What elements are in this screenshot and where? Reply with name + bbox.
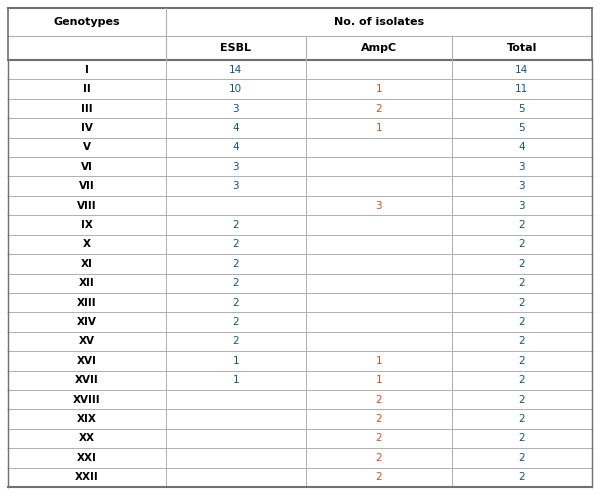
Text: 3: 3 <box>518 162 525 172</box>
Text: 2: 2 <box>518 337 525 346</box>
Text: XVI: XVI <box>77 356 97 366</box>
Text: IX: IX <box>81 220 93 230</box>
Text: Genotypes: Genotypes <box>53 17 120 27</box>
Text: 1: 1 <box>232 375 239 385</box>
Text: 3: 3 <box>518 200 525 210</box>
Text: 2: 2 <box>518 240 525 249</box>
Text: 2: 2 <box>232 317 239 327</box>
Text: 2: 2 <box>232 259 239 269</box>
Text: III: III <box>81 103 92 113</box>
Text: 2: 2 <box>518 434 525 444</box>
Text: XIII: XIII <box>77 297 97 307</box>
Text: 2: 2 <box>376 103 382 113</box>
Text: IV: IV <box>81 123 93 133</box>
Text: XI: XI <box>81 259 93 269</box>
Text: 1: 1 <box>376 84 382 94</box>
Text: 2: 2 <box>518 453 525 463</box>
Text: AmpC: AmpC <box>361 43 397 53</box>
Text: XII: XII <box>79 278 95 288</box>
Text: XVII: XVII <box>75 375 99 385</box>
Text: 2: 2 <box>376 395 382 404</box>
Text: 2: 2 <box>376 453 382 463</box>
Text: 2: 2 <box>518 297 525 307</box>
Text: XIV: XIV <box>77 317 97 327</box>
Text: ESBL: ESBL <box>220 43 251 53</box>
Text: V: V <box>83 143 91 152</box>
Text: I: I <box>85 65 89 75</box>
Text: 1: 1 <box>376 123 382 133</box>
Text: XX: XX <box>79 434 95 444</box>
Text: 2: 2 <box>518 220 525 230</box>
Text: 2: 2 <box>232 220 239 230</box>
Text: 2: 2 <box>232 278 239 288</box>
Text: Total: Total <box>507 43 537 53</box>
Text: 14: 14 <box>229 65 242 75</box>
Text: 14: 14 <box>515 65 529 75</box>
Text: 1: 1 <box>376 375 382 385</box>
Text: 2: 2 <box>376 434 382 444</box>
Text: 3: 3 <box>232 162 239 172</box>
Text: 1: 1 <box>376 356 382 366</box>
Text: 10: 10 <box>229 84 242 94</box>
Text: 2: 2 <box>518 472 525 482</box>
Text: 3: 3 <box>232 103 239 113</box>
Text: 2: 2 <box>232 337 239 346</box>
Text: 4: 4 <box>232 143 239 152</box>
Text: 2: 2 <box>376 472 382 482</box>
Text: 2: 2 <box>518 414 525 424</box>
Text: 2: 2 <box>518 259 525 269</box>
Text: XVIII: XVIII <box>73 395 101 404</box>
Text: 2: 2 <box>518 317 525 327</box>
Text: 2: 2 <box>232 297 239 307</box>
Text: II: II <box>83 84 91 94</box>
Text: 11: 11 <box>515 84 529 94</box>
Text: 4: 4 <box>232 123 239 133</box>
Text: 5: 5 <box>518 103 525 113</box>
Text: 1: 1 <box>232 356 239 366</box>
Text: VII: VII <box>79 181 95 191</box>
Text: XXI: XXI <box>77 453 97 463</box>
Text: 2: 2 <box>518 278 525 288</box>
Text: XXII: XXII <box>75 472 99 482</box>
Text: No. of isolates: No. of isolates <box>334 17 424 27</box>
Text: VI: VI <box>81 162 93 172</box>
Text: 3: 3 <box>376 200 382 210</box>
Text: XIX: XIX <box>77 414 97 424</box>
Text: 2: 2 <box>232 240 239 249</box>
Text: 3: 3 <box>518 181 525 191</box>
Text: 2: 2 <box>376 414 382 424</box>
Text: VIII: VIII <box>77 200 97 210</box>
Text: 2: 2 <box>518 375 525 385</box>
Text: 2: 2 <box>518 395 525 404</box>
Text: XV: XV <box>79 337 95 346</box>
Text: 4: 4 <box>518 143 525 152</box>
Text: X: X <box>83 240 91 249</box>
Text: 3: 3 <box>232 181 239 191</box>
Text: 5: 5 <box>518 123 525 133</box>
Text: 2: 2 <box>518 356 525 366</box>
